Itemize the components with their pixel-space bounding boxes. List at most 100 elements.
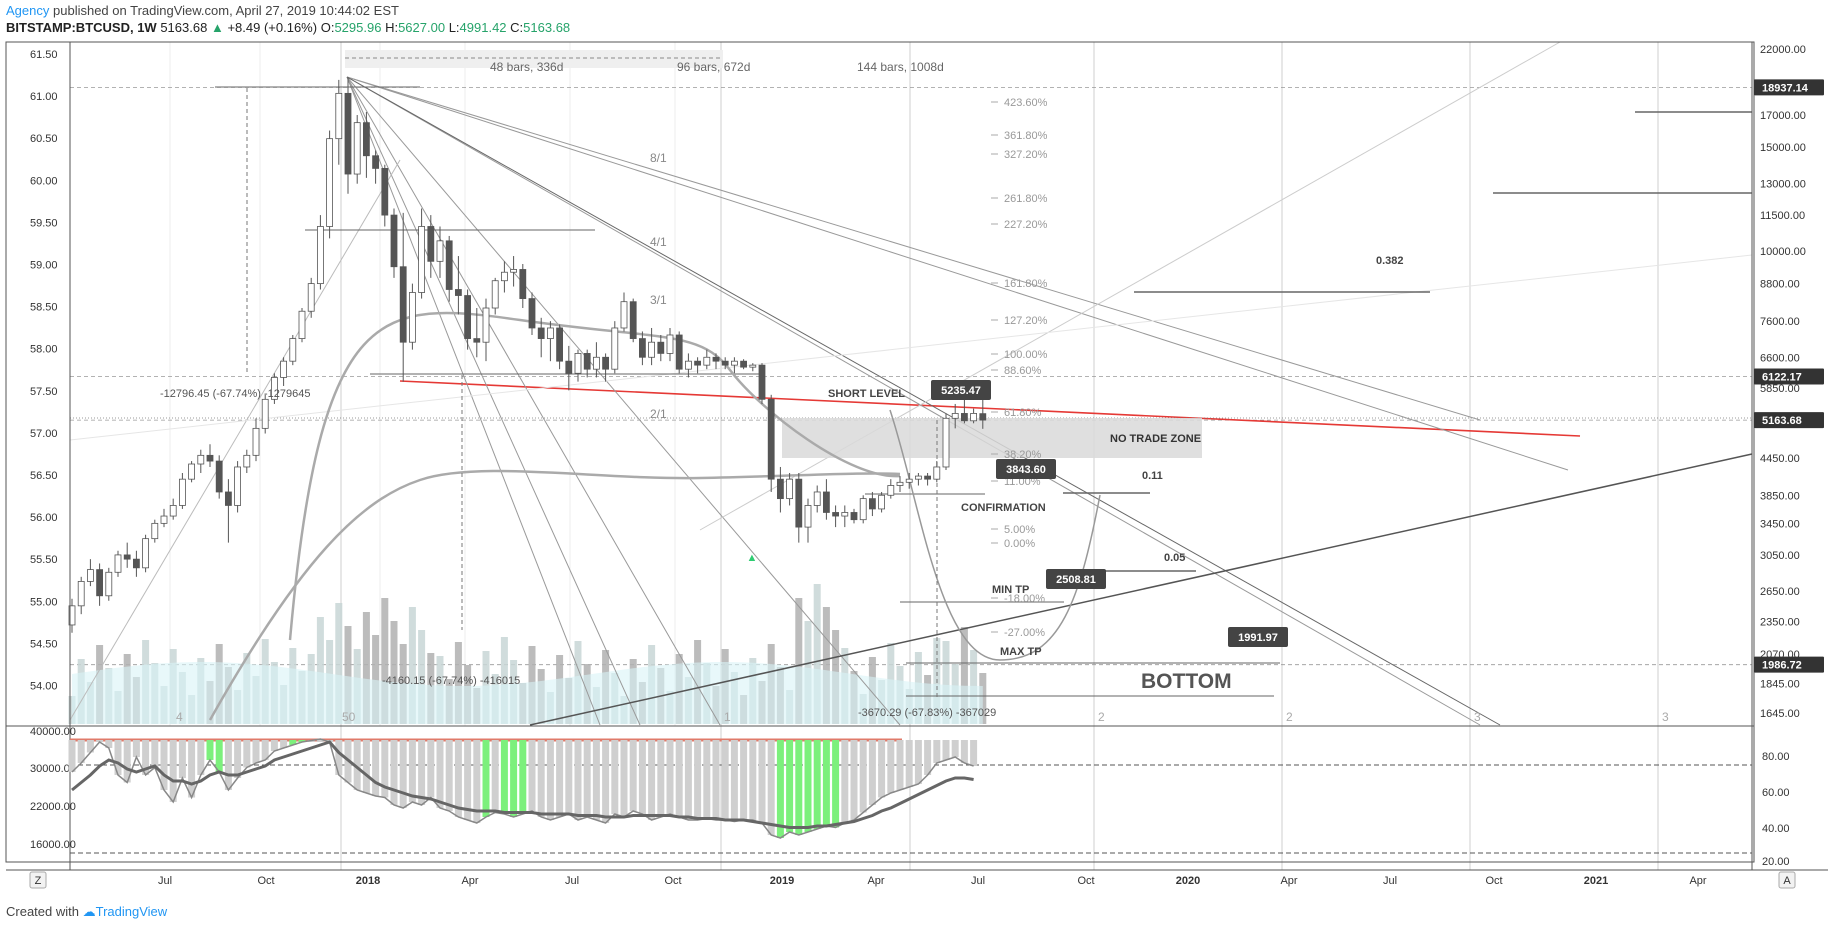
right-axis-tick: 3450.00 [1760,518,1800,530]
x-axis-label: Jul [971,875,985,887]
price-badge-bg [1046,569,1106,589]
low-value: 4991.42 [459,20,507,35]
osc-bar [289,740,297,745]
candle-body [648,341,655,358]
candle-body [703,356,711,366]
osc-bar [776,740,784,838]
candle-body [611,327,619,370]
candle-body [795,478,803,528]
volume-bar [454,642,462,724]
x-axis-label: Apr [1689,875,1706,887]
price-chart[interactable]: ▲ 48 bars, 336d 96 bars, 672d 144 bars, 10… [0,0,1828,900]
candle-body [574,353,582,374]
right-axis-tick: 5850.00 [1760,383,1800,395]
right-axis-tick: 2350.00 [1760,617,1800,629]
candle-body [887,485,895,496]
reset-zoom-button: Z [35,875,42,887]
price-tag: 6122.17 [1762,372,1802,384]
auto-button-bg [1778,871,1796,889]
osc-bar [602,740,610,823]
price-badge: 2508.81 [1056,574,1096,586]
candle-body [629,301,637,339]
tradingview-link[interactable]: TradingView [95,904,168,919]
osc-bar [611,740,619,814]
osc-bar [464,740,472,820]
candle-body [454,289,462,296]
measurement-label: -12796.45 (-67.74%) -1279645 [160,388,310,400]
right-axis-tick: 17000.00 [1760,110,1806,122]
osc-bar [749,740,757,820]
created-with-text: Created with [6,904,79,919]
candle-body [942,417,950,468]
candle-body [344,92,352,175]
price-tag-bg [1754,412,1824,429]
osc-left-tick: 30000.00 [30,763,76,775]
volume-bar [942,641,950,724]
candle-body [731,360,738,366]
osc-bar [629,740,637,811]
axes: 61.50 61.00 60.50 60.00 59.50 59.00 58.50 58.00… [5,41,1828,889]
candle-body [823,491,830,513]
candle-body [215,460,223,493]
osc-bar [381,740,389,798]
fib-level-label: 38.20% [1004,449,1042,461]
candle-body [464,295,472,339]
osc-bar [491,740,499,813]
osc-bar [316,740,324,742]
author-link[interactable]: Agency [6,3,50,18]
close-label: C: [510,20,524,35]
left-axis-tick: 61.00 [30,91,58,103]
left-axis-tick: 59.00 [30,260,58,272]
volume-bar [813,584,821,724]
faint-line [69,254,1753,441]
osc-bar [878,740,886,798]
price-tag: 5163.68 [1762,415,1802,427]
cycle-number: 3 [1474,710,1481,724]
right-axis-tick: 10000.00 [1760,246,1806,258]
candle-body [96,569,103,597]
fib-level-label: 127.20% [1004,315,1048,327]
osc-bar [519,740,527,814]
rsi-ma-line [71,740,974,829]
osc-bar [648,740,656,820]
right-axis-tick: 11500.00 [1760,210,1805,222]
candle-body [491,280,499,309]
osc-bar [105,740,113,748]
fib-level-label: -27.00% [1004,627,1045,639]
candle-body [565,360,573,374]
fan-line-dark [346,76,1501,726]
candle-body [832,512,839,517]
candle-body [160,515,168,524]
candle-body [859,498,867,521]
right-axis-tick: 13000.00 [1760,179,1806,191]
tradingview-logo-icon[interactable]: ☁ [82,904,96,919]
left-axis-tick: 55.50 [30,554,58,566]
candle-body [224,491,232,506]
osc-bar [427,740,435,798]
osc-bar [178,740,186,778]
x-axis-label: Oct [664,875,681,887]
fib-level-label: 0.00% [1004,538,1035,550]
bottom-label: BOTTOM [1141,670,1232,693]
osc-bar [767,740,775,835]
drawing-labels: 48 bars, 336d 96 bars, 672d 144 bars, 1008… [160,60,1669,724]
left-axis-tick: 60.50 [30,133,58,145]
left-axis-tick: 54.50 [30,638,58,650]
fib-level-label: 361.80% [1004,130,1048,142]
osc-bar [565,740,573,814]
candle-body [169,505,177,517]
price-badge: 5235.47 [941,385,981,397]
x-axis-label: Apr [1280,875,1297,887]
osc-bar [850,740,858,820]
candle-body [602,356,609,370]
reset-button-bg [29,871,47,889]
x-axis-label: Oct [1077,875,1094,887]
volume-bar [372,635,380,724]
volume-bar [335,603,343,724]
candle-body [970,413,977,422]
candle-body [878,494,885,510]
left-axis-tick: 59.50 [30,217,58,229]
osc-bar [592,740,600,820]
candle-body [758,364,766,400]
price-badge: 3843.60 [1006,464,1046,476]
